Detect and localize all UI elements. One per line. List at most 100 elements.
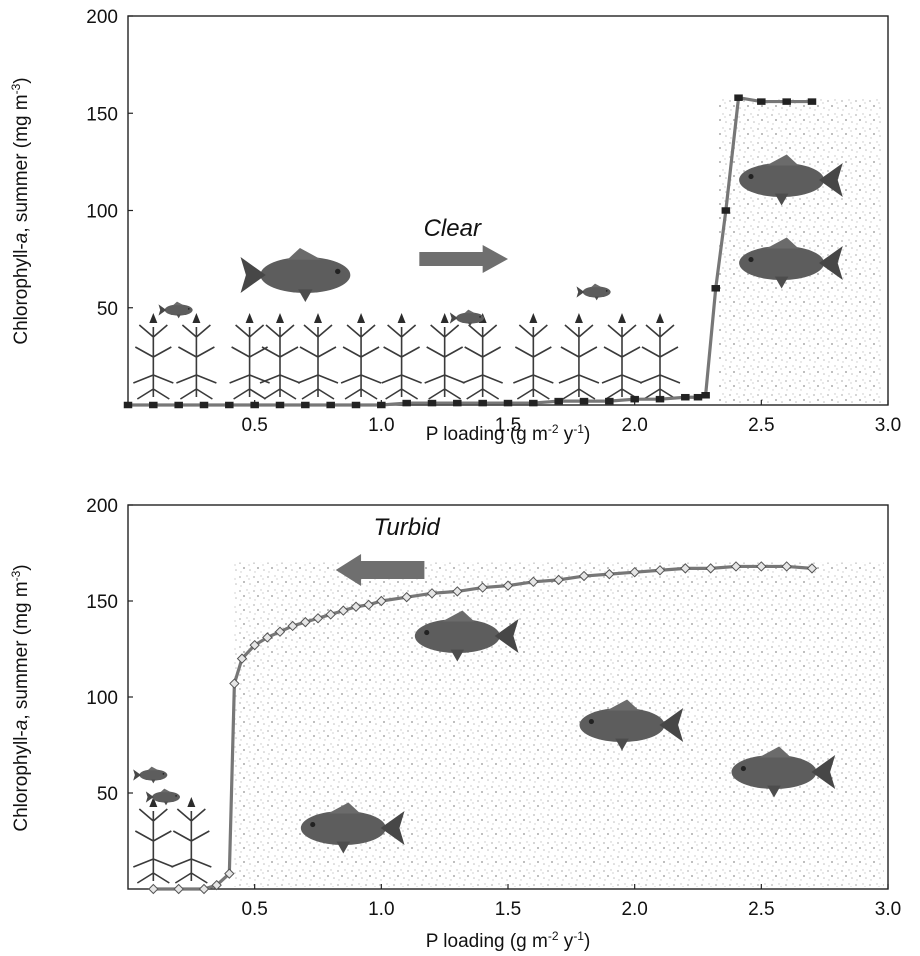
data-point <box>402 399 411 407</box>
data-point <box>123 401 133 409</box>
data-point <box>701 392 710 399</box>
x-axis-label-text: P loading (g m <box>426 424 548 445</box>
data-point <box>604 568 615 580</box>
x-tick-label: 3.0 <box>875 899 901 920</box>
y-tick-label: 200 <box>86 496 118 517</box>
y-axis-label-italic: a <box>11 720 32 731</box>
panel-bottom: 50 100 150 200 0.5 1.0 1.5 2.0 2.5 3.0 P loading (… <box>9 496 901 952</box>
data-point <box>579 397 589 405</box>
y-axis-label: Chlorophyll-a, summer (mg m-3) <box>9 564 32 831</box>
data-point <box>427 399 437 407</box>
data-point <box>338 605 349 616</box>
data-point <box>502 580 514 591</box>
data-point <box>654 565 666 576</box>
data-point <box>782 98 791 105</box>
data-point <box>274 626 286 637</box>
x-axis-label-text: ) <box>584 424 590 445</box>
data-point <box>249 639 260 651</box>
plant-icon <box>639 312 681 400</box>
x-axis-label-sup: -2 <box>548 929 559 943</box>
plant-icon <box>423 312 466 400</box>
y-tick-label: 150 <box>86 592 118 613</box>
annotation-turbid: Turbid <box>374 514 441 541</box>
data-point <box>453 399 462 407</box>
data-point <box>807 98 817 105</box>
y-axis-label: Chlorophyll-a, summer (mg m-3) <box>9 77 32 344</box>
plant-icon <box>175 312 218 400</box>
arrow-left <box>335 554 425 586</box>
x-tick-label: 0.5 <box>241 899 267 920</box>
plant-icon <box>228 312 271 400</box>
x-axis-label-sup: -2 <box>548 422 559 436</box>
x-axis-label-text: y <box>559 931 574 952</box>
data-point <box>756 561 767 572</box>
plant-icon <box>170 796 213 884</box>
x-tick-label: 2.0 <box>621 415 647 436</box>
y-axis-label-text: ) <box>11 564 32 570</box>
data-point <box>553 574 564 586</box>
data-point <box>680 563 691 574</box>
data-point <box>377 401 386 409</box>
annotation-clear: Clear <box>424 215 482 242</box>
y-tick-label: 50 <box>97 299 118 320</box>
x-axis-label: P loading (g m-2 y-1) <box>426 422 591 445</box>
y-axis-label-text: ) <box>11 77 32 83</box>
data-point <box>426 588 438 599</box>
data-point <box>629 566 640 578</box>
x-tick-label: 2.5 <box>748 899 774 920</box>
y-axis-label-sup: -3 <box>9 83 23 94</box>
data-point <box>693 393 703 401</box>
x-tick-label: 2.5 <box>748 415 774 436</box>
plant-icon <box>132 312 175 400</box>
y-axis-label-text: Chlorophyll- <box>11 730 32 831</box>
data-point <box>199 401 209 409</box>
data-point <box>224 868 235 879</box>
x-tick-label: 1.0 <box>368 899 394 920</box>
data-point <box>655 395 665 403</box>
plant-icon <box>461 312 504 400</box>
x-tick-label: 1.0 <box>368 415 394 436</box>
data-point <box>351 401 361 409</box>
data-point <box>229 678 240 689</box>
plant-icon <box>601 312 643 400</box>
data-point <box>528 576 539 588</box>
fish-icon <box>576 283 611 301</box>
fish-icon <box>133 766 168 784</box>
data-point <box>477 582 488 593</box>
y-axis-label-sup: -3 <box>9 570 23 581</box>
data-point <box>757 98 766 105</box>
panels: 50 100 150 200 0.5 1.0 1.5 2.0 2.5 3.0 P loading (… <box>9 7 901 952</box>
y-axis-label-text: , summer (mg m <box>11 581 32 719</box>
x-tick-label: 2.0 <box>621 899 647 920</box>
data-point <box>225 401 234 409</box>
x-axis-label-sup: -1 <box>573 422 584 436</box>
data-point <box>578 570 590 582</box>
plant-icon <box>558 312 600 400</box>
plant-icon <box>512 312 555 400</box>
x-axis-label-text: ) <box>584 931 590 952</box>
plant-icon <box>340 312 382 400</box>
fish-icon <box>145 788 180 806</box>
y-tick-label: 100 <box>86 688 118 709</box>
data-point <box>300 616 311 628</box>
data-point <box>781 561 792 572</box>
panel-top: 50 100 150 200 0.5 1.0 1.5 2.0 2.5 3.0 P loading (… <box>9 7 901 445</box>
data-point <box>275 401 285 409</box>
fish-icon <box>449 309 484 327</box>
data-point <box>174 401 183 409</box>
data-point <box>401 591 412 603</box>
data-point <box>149 401 158 409</box>
x-tick-label: 0.5 <box>241 415 267 436</box>
data-point <box>605 397 614 405</box>
data-point <box>312 613 324 624</box>
fish-icon <box>158 301 193 319</box>
data-point <box>325 609 336 620</box>
y-axis-label-text: Chlorophyll- <box>11 243 32 344</box>
data-point <box>211 879 222 891</box>
y-tick-label: 200 <box>86 7 118 28</box>
x-axis-label-text: P loading (g m <box>426 931 548 952</box>
x-axis-label-sup: -1 <box>573 929 584 943</box>
data-point <box>363 599 374 611</box>
x-axis-label: P loading (g m-2 y-1) <box>426 929 591 952</box>
